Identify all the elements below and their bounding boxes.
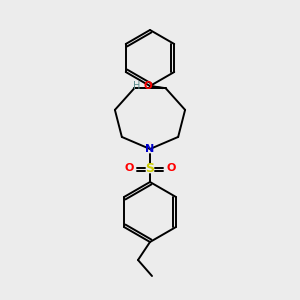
Text: O: O [166,163,176,173]
Text: O: O [124,163,134,173]
Text: N: N [146,144,154,154]
Text: O: O [143,81,152,91]
Text: H: H [133,81,140,91]
Text: S: S [146,161,154,175]
